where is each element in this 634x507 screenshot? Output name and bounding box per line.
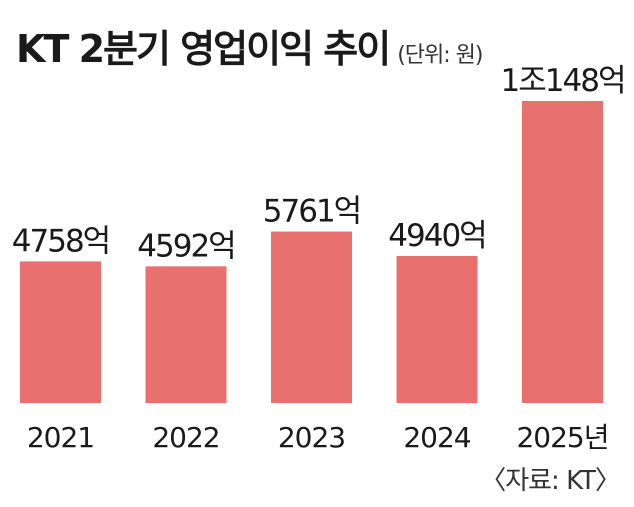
source-note: 〈자료: KT〉 [480, 466, 621, 496]
title-row: KT 2분기 영업이익 추이 (단위: 원) [16, 18, 483, 73]
chart-title: KT 2분기 영업이익 추이 [16, 27, 391, 71]
bar-2021 [20, 261, 101, 403]
x-tick-label-2022: 2022 [152, 421, 219, 454]
data-label-2024: 4940억 [388, 218, 485, 254]
data-label-2023: 5761억 [263, 194, 360, 230]
bar-2025년 [522, 101, 603, 403]
data-label-2025년: 1조148억 [501, 63, 625, 99]
bar-2024 [396, 255, 478, 403]
x-tick-label-2021: 2021 [27, 421, 94, 454]
x-tick-label-2024: 2024 [403, 421, 470, 454]
bar-2023 [271, 231, 352, 403]
bar-2022 [145, 266, 227, 403]
data-label-2021: 4758억 [12, 223, 109, 259]
unit-label: (단위: 원) [397, 43, 483, 68]
x-tick-label-2023: 2023 [278, 421, 345, 454]
x-tick-label-2025년: 2025년 [516, 421, 608, 454]
data-label-2022: 4592억 [137, 228, 234, 264]
